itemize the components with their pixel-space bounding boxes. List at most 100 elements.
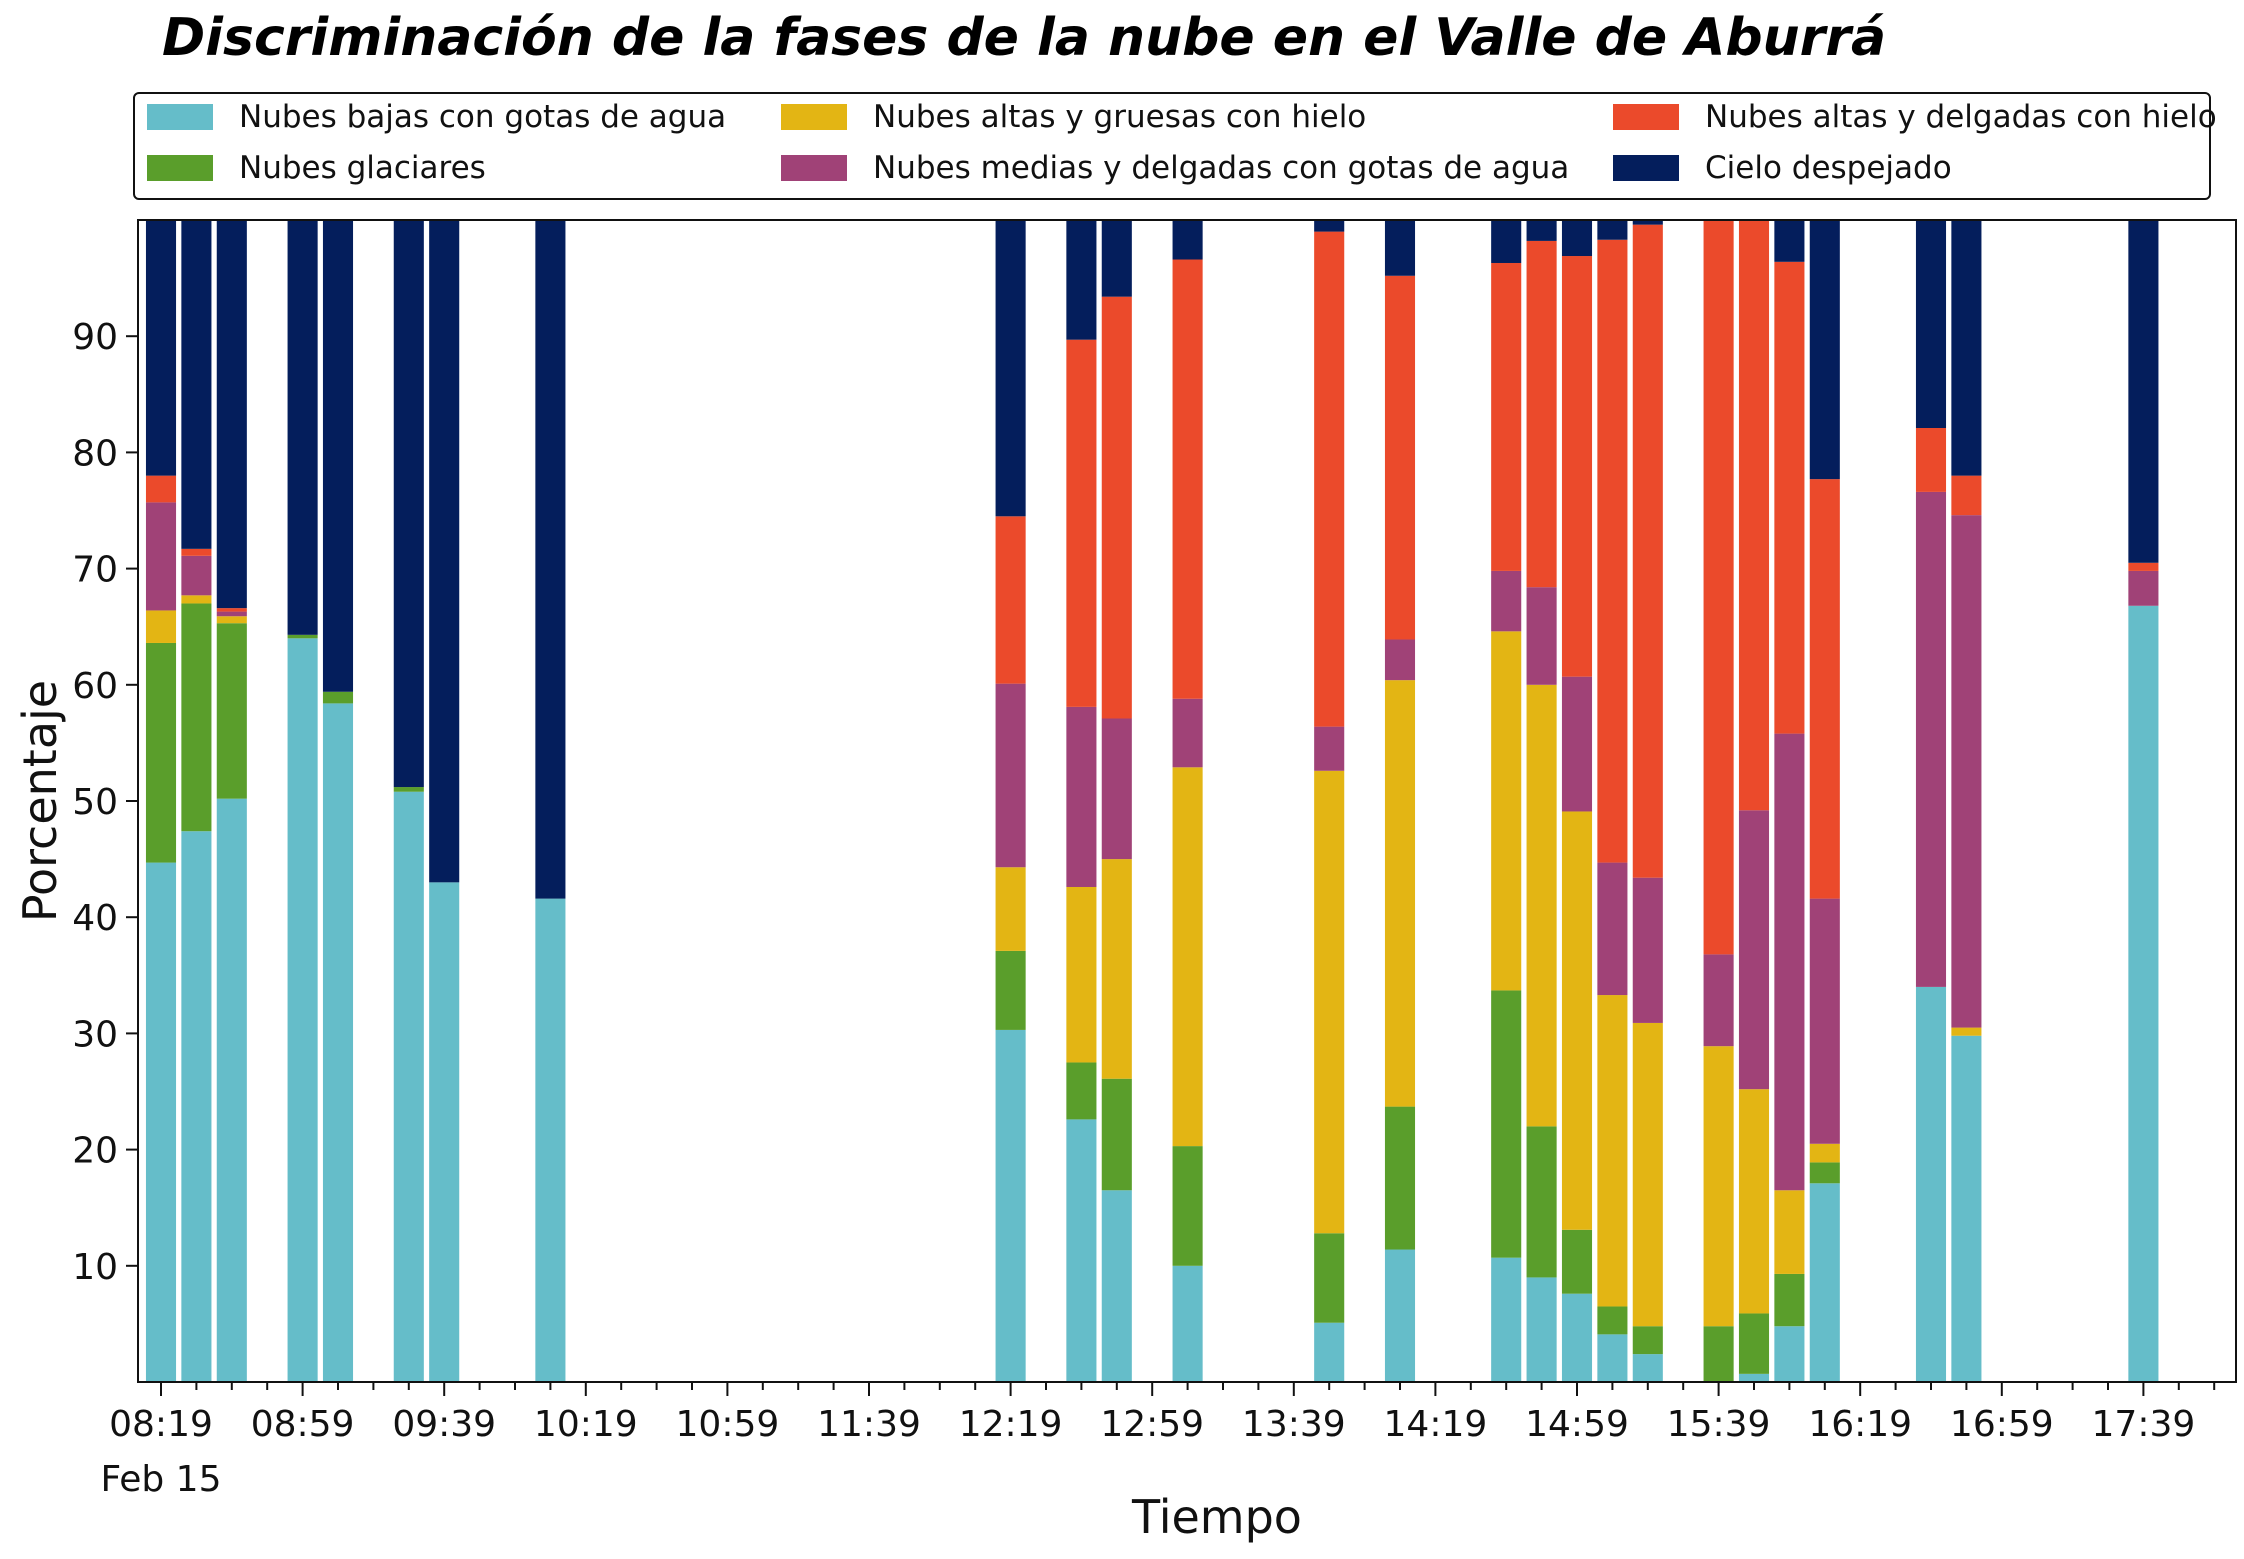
bar-segment: [145, 502, 177, 611]
bar-segment: [322, 691, 354, 704]
bar-segment: [216, 220, 247, 609]
legend-swatch: [147, 104, 213, 130]
bar-segment: [1066, 220, 1097, 340]
y-tick-label: 30: [72, 1014, 118, 1055]
bar-segment: [287, 638, 318, 1382]
bar-segment: [1561, 220, 1593, 257]
legend: Nubes bajas con gotas de agua Nubes glaci…: [133, 92, 2217, 200]
chart-title: Discriminación de la fases de la nube en…: [162, 8, 1887, 68]
bar-segment: [1561, 676, 1593, 812]
bar-segment: [1703, 220, 1734, 955]
bar-segment: [287, 634, 318, 639]
x-tick-label: 12:19: [959, 1404, 1063, 1445]
bar-segment: [1172, 1146, 1203, 1266]
bar-segment: [1738, 1373, 1770, 1382]
bar-segment: [995, 867, 1026, 951]
legend-label: Cielo despejado: [1705, 150, 1952, 186]
bar-segment: [1384, 680, 1416, 1107]
legend-item: Nubes glaciares: [147, 148, 486, 188]
bar-segment: [1774, 1190, 1805, 1274]
legend-item: Nubes altas y delgadas con hielo: [1613, 97, 2217, 137]
bar-segment: [181, 548, 212, 556]
bar-segment: [216, 798, 247, 1382]
bar-segment: [1561, 256, 1593, 677]
legend-item: Nubes medias y delgadas con gotas de agu…: [781, 148, 1569, 188]
bar-segment: [216, 616, 247, 624]
bar-segment: [1809, 479, 1840, 899]
bar-segment: [1491, 990, 1522, 1258]
bar-segment: [1066, 339, 1097, 707]
bar-segment: [393, 220, 424, 788]
bar-segment: [1101, 1190, 1132, 1382]
bar-segment: [1526, 240, 1557, 588]
bar-segment: [1774, 1273, 1805, 1327]
bar-segment: [287, 220, 318, 635]
bar-segment: [995, 516, 1026, 684]
legend-label: Nubes altas y delgadas con hielo: [1705, 99, 2217, 135]
bar-segment: [1526, 1277, 1557, 1382]
bar-segment: [1314, 1322, 1345, 1382]
bar-segment: [1314, 726, 1345, 771]
bar-segment: [1384, 1106, 1416, 1250]
x-tick-label: 13:39: [1242, 1404, 1346, 1445]
bar-segment: [1172, 767, 1203, 1147]
bar-segment: [1314, 1233, 1345, 1323]
y-tick-label: 40: [72, 898, 118, 939]
x-date-label: Feb 15: [101, 1459, 222, 1500]
x-tick-label: 10:59: [676, 1404, 780, 1445]
bar-segment: [1809, 1183, 1840, 1382]
bar-segment: [393, 791, 424, 1382]
bar-segment: [2128, 570, 2159, 606]
bar-segment: [1632, 1354, 1663, 1382]
bar-segment: [995, 950, 1026, 1030]
bar-segment: [1491, 220, 1522, 263]
bar-segment: [181, 595, 212, 604]
bar-segment: [2128, 605, 2159, 1382]
y-tick-label: 80: [72, 433, 118, 474]
bar-segment: [145, 862, 177, 1382]
bar-segment: [1526, 684, 1557, 1127]
legend-item: Cielo despejado: [1613, 148, 1952, 188]
x-tick-label: 09:39: [392, 1404, 496, 1445]
bar-segment: [181, 555, 212, 596]
bar-segment: [1066, 886, 1097, 1063]
y-tick-label: 60: [72, 666, 118, 707]
bar-segment: [1632, 220, 1663, 225]
bar-segment: [1703, 1046, 1734, 1327]
bar-segment: [1561, 1229, 1593, 1294]
bar-segment: [1632, 877, 1663, 1023]
bar-segment: [1561, 811, 1593, 1230]
bar-segment: [1632, 1326, 1663, 1355]
bar-segment: [1491, 631, 1522, 991]
bar-segment: [1101, 718, 1132, 860]
bar-segment: [995, 683, 1026, 868]
bar-segment: [1951, 220, 1982, 476]
x-tick-label: 14:59: [1525, 1404, 1629, 1445]
bar-segment: [1384, 275, 1416, 640]
bar-segment: [145, 642, 177, 863]
bar-segment: [1738, 810, 1770, 1090]
legend-swatch: [1613, 104, 1679, 130]
bar-segment: [216, 623, 247, 799]
x-tick-label: 15:39: [1667, 1404, 1771, 1445]
legend-label: Nubes medias y delgadas con gotas de agu…: [873, 150, 1570, 186]
bar-segment: [1597, 1306, 1628, 1335]
x-tick-label: 11:39: [817, 1404, 921, 1445]
bar-segment: [1314, 770, 1345, 1234]
x-tick-label: 16:59: [1950, 1404, 2054, 1445]
y-tick-label: 50: [72, 782, 118, 823]
x-tick-label: 12:59: [1100, 1404, 1204, 1445]
bar-segment: [1597, 995, 1628, 1307]
bar-segment: [1101, 220, 1132, 297]
y-tick-label: 70: [72, 550, 118, 591]
bars-group: [145, 220, 2159, 1382]
bar-segment: [1774, 261, 1805, 734]
bar-segment: [1774, 1326, 1805, 1382]
bar-segment: [1809, 1143, 1840, 1163]
bar-segment: [1915, 220, 1947, 428]
bar-segment: [216, 608, 247, 612]
bar-segment: [1809, 898, 1840, 1144]
bar-segment: [1597, 1334, 1628, 1382]
bar-segment: [1809, 1162, 1840, 1184]
